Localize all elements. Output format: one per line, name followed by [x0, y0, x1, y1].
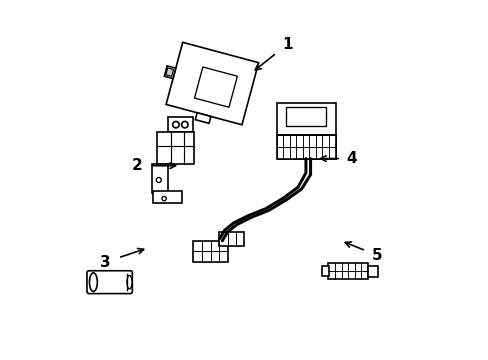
Polygon shape: [153, 191, 182, 203]
Text: 4: 4: [346, 151, 356, 166]
Polygon shape: [157, 132, 194, 164]
Polygon shape: [192, 241, 228, 262]
FancyBboxPatch shape: [87, 271, 132, 294]
Text: 2: 2: [132, 158, 142, 173]
Circle shape: [172, 121, 179, 128]
Polygon shape: [367, 266, 378, 277]
Polygon shape: [165, 68, 173, 76]
Polygon shape: [219, 232, 244, 246]
Polygon shape: [195, 113, 210, 123]
Ellipse shape: [89, 273, 97, 292]
Polygon shape: [167, 117, 192, 132]
Text: 5: 5: [370, 248, 381, 262]
Polygon shape: [164, 66, 175, 78]
Polygon shape: [276, 135, 335, 158]
Circle shape: [181, 121, 188, 128]
Polygon shape: [166, 42, 258, 125]
Text: 1: 1: [282, 37, 292, 52]
Polygon shape: [194, 67, 237, 107]
Circle shape: [162, 197, 166, 201]
Ellipse shape: [127, 275, 132, 289]
Text: 3: 3: [100, 255, 110, 270]
Polygon shape: [151, 164, 167, 193]
Circle shape: [156, 177, 161, 183]
Polygon shape: [285, 107, 325, 126]
Polygon shape: [328, 263, 367, 279]
Polygon shape: [322, 266, 328, 276]
Polygon shape: [276, 103, 335, 135]
